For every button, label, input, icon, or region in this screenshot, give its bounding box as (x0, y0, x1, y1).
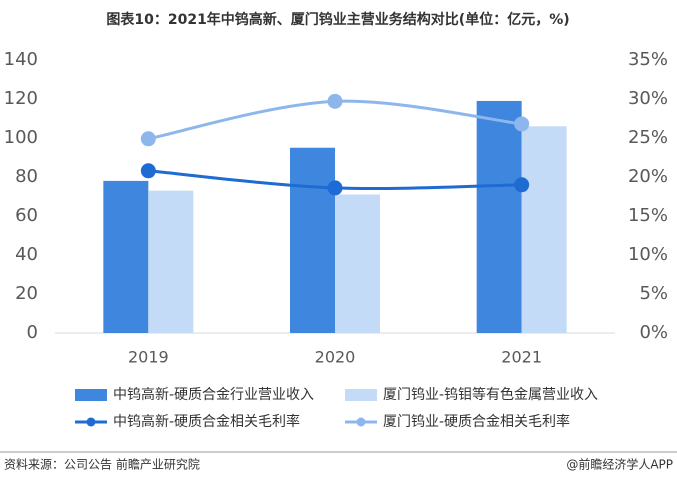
y-tick-label: 120 (4, 88, 38, 109)
y-tick-label: 140 (4, 49, 38, 70)
y2-tick-label: 10% (628, 244, 668, 265)
legend-swatch (345, 389, 377, 401)
legend-swatch (75, 389, 107, 401)
y2-tick-label: 15% (628, 205, 668, 226)
chart-title: 图表10：2021年中钨高新、厦门钨业主营业务结构对比(单位：亿元，%) (106, 11, 569, 28)
legend-label: 中钨高新-硬质合金行业营业收入 (113, 386, 314, 403)
y2-tick-label: 0% (639, 322, 668, 343)
y-tick-label: 60 (15, 205, 38, 226)
y2-tick-label: 35% (628, 49, 668, 70)
point (140, 131, 156, 147)
point (140, 163, 156, 179)
point (327, 93, 343, 109)
bar (148, 190, 194, 333)
x-tick-label: 2021 (501, 348, 542, 367)
source: 资料来源：公司公告 前瞻产业研究院 (4, 457, 200, 472)
bar (290, 147, 335, 333)
y-tick-label: 40 (15, 244, 38, 265)
y2-tick-label: 20% (628, 166, 668, 187)
bar (335, 194, 380, 333)
bar (103, 180, 149, 333)
legend-label: 厦门钨业-钨钼等有色金属营业收入 (383, 386, 598, 403)
x-tick-label: 2020 (315, 348, 356, 367)
x-tick-label: 2019 (128, 348, 169, 367)
credit: @前瞻经济学人APP (566, 457, 673, 472)
y-tick-label: 0 (27, 322, 38, 343)
legend-label: 厦门钨业-硬质合金相关毛利率 (383, 413, 570, 430)
bar (521, 126, 567, 333)
y-tick-label: 100 (4, 127, 38, 148)
y-tick-label: 80 (15, 166, 38, 187)
point (327, 180, 343, 196)
legend-marker (86, 417, 96, 427)
y-tick-label: 20 (15, 283, 38, 304)
legend-label: 中钨高新-硬质合金相关毛利率 (113, 413, 300, 430)
point (514, 177, 530, 193)
y2-tick-label: 5% (639, 283, 668, 304)
point (514, 116, 530, 132)
y2-tick-label: 30% (628, 88, 668, 109)
bar (476, 100, 522, 333)
y2-tick-label: 25% (628, 127, 668, 148)
legend-marker (356, 417, 366, 427)
